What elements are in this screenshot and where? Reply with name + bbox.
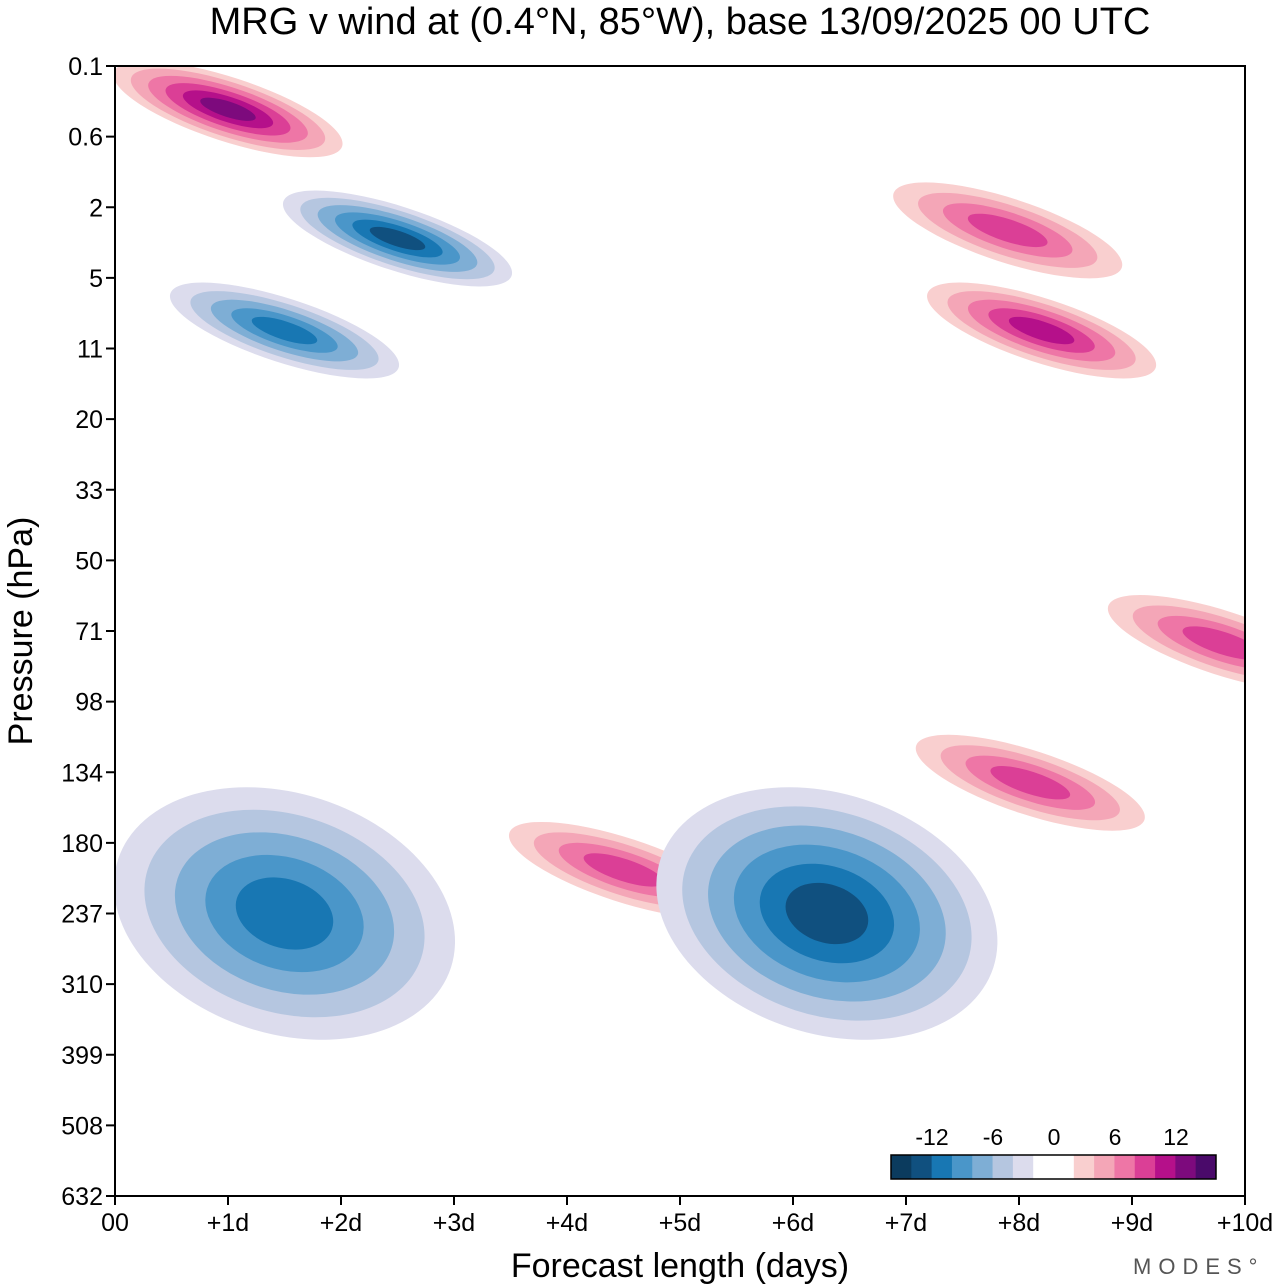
y-tick-label: 71: [75, 618, 103, 646]
colorbar-swatch: [1033, 1155, 1054, 1179]
y-tick-label: 0.1: [68, 53, 103, 81]
y-tick-label: 134: [61, 759, 103, 787]
colorbar-swatch: [1114, 1155, 1136, 1179]
colorbar-tick-label: 0: [1048, 1124, 1061, 1150]
y-axis-label: Pressure (hPa): [2, 517, 40, 746]
contour-feature: [656, 787, 998, 1040]
colorbar-swatch: [931, 1155, 953, 1179]
x-tick-label: +7d: [885, 1209, 927, 1237]
y-tick-label: 310: [61, 971, 103, 999]
contour-level: [200, 97, 256, 121]
y-tick-label: 2: [89, 194, 103, 222]
colorbar-swatch: [1155, 1155, 1176, 1179]
contour-feature: [115, 66, 343, 158]
colorbar-tick-label: -12: [915, 1124, 948, 1150]
colorbar-swatch: [1012, 1155, 1034, 1179]
x-tick-label: +2d: [320, 1209, 362, 1237]
colorbar-tick-label: 6: [1109, 1124, 1122, 1150]
x-axis-label: Forecast length (days): [511, 1247, 849, 1285]
contour-feature: [169, 282, 400, 379]
chart-title: MRG v wind at (0.4°N, 85°W), base 13/09/…: [210, 1, 1151, 43]
colorbar-swatch: [891, 1155, 912, 1179]
y-tick-label: 33: [75, 477, 103, 505]
contour-feature: [115, 787, 456, 1040]
colorbar-swatch: [1195, 1155, 1217, 1179]
contour-feature: [915, 734, 1145, 831]
x-tick-label: +5d: [659, 1209, 701, 1237]
contour-field: [115, 66, 1245, 1040]
colorbar-swatch: [1134, 1155, 1156, 1179]
colorbar-swatch: [1175, 1155, 1197, 1179]
y-axis: 0.1 0.6 2 5 11 20 33 50 71 98 134 180 237 310 399 508 63…: [61, 53, 115, 1211]
x-tick-label: +1d: [207, 1209, 249, 1237]
colorbar-tick-label: -6: [983, 1124, 1003, 1150]
colorbar-swatch: [1053, 1155, 1075, 1179]
x-tick-label: +10d: [1217, 1209, 1273, 1237]
y-tick-label: 20: [75, 406, 103, 434]
contour-level: [369, 226, 426, 251]
contour-feature: [927, 282, 1157, 379]
x-tick-label: +4d: [546, 1209, 588, 1237]
x-axis: 00 +1d +2d +3d +4d +5d +6d +7d +8d +9d +10d: [101, 1196, 1273, 1237]
x-tick-label: +6d: [772, 1209, 814, 1237]
x-tick-label: +3d: [433, 1209, 475, 1237]
colorbar-tick-label: 12: [1163, 1124, 1189, 1150]
contour-level: [1008, 316, 1075, 345]
y-tick-label: 98: [75, 689, 103, 717]
contour-feature: [282, 190, 513, 287]
y-tick-label: 237: [61, 901, 103, 929]
x-tick-label: +9d: [1111, 1209, 1153, 1237]
y-tick-label: 632: [61, 1183, 103, 1211]
colorbar-swatch: [911, 1155, 933, 1179]
y-tick-label: 11: [77, 336, 103, 364]
colorbar-swatch: [972, 1155, 993, 1179]
colorbar-swatch: [1094, 1155, 1115, 1179]
colorbar-swatch: [992, 1155, 1014, 1179]
y-tick-label: 399: [61, 1042, 103, 1070]
colorbar-swatch: [951, 1155, 973, 1179]
contour-level: [967, 213, 1048, 248]
contour-level: [235, 877, 334, 950]
contour-level: [1182, 626, 1245, 660]
brand-logo: MODES°: [1133, 1254, 1264, 1279]
contour-level: [251, 316, 318, 345]
contour-feature: [1107, 595, 1245, 691]
y-tick-label: 0.6: [68, 124, 103, 152]
contour-level: [990, 766, 1071, 800]
y-tick-label: 508: [61, 1112, 103, 1140]
colorbar-frame: [890, 1154, 1217, 1180]
y-tick-label: 5: [89, 265, 103, 293]
contour-level: [785, 882, 869, 945]
colorbar-swatch: [1073, 1155, 1095, 1179]
colorbar: -12 -6 0 6 12: [890, 1124, 1217, 1180]
x-tick-label: +8d: [998, 1209, 1040, 1237]
y-tick-label: 180: [61, 830, 103, 858]
y-tick-label: 50: [75, 547, 103, 575]
contour-level: [583, 853, 664, 887]
contour-feature: [893, 182, 1123, 279]
x-tick-label: 00: [101, 1209, 129, 1237]
